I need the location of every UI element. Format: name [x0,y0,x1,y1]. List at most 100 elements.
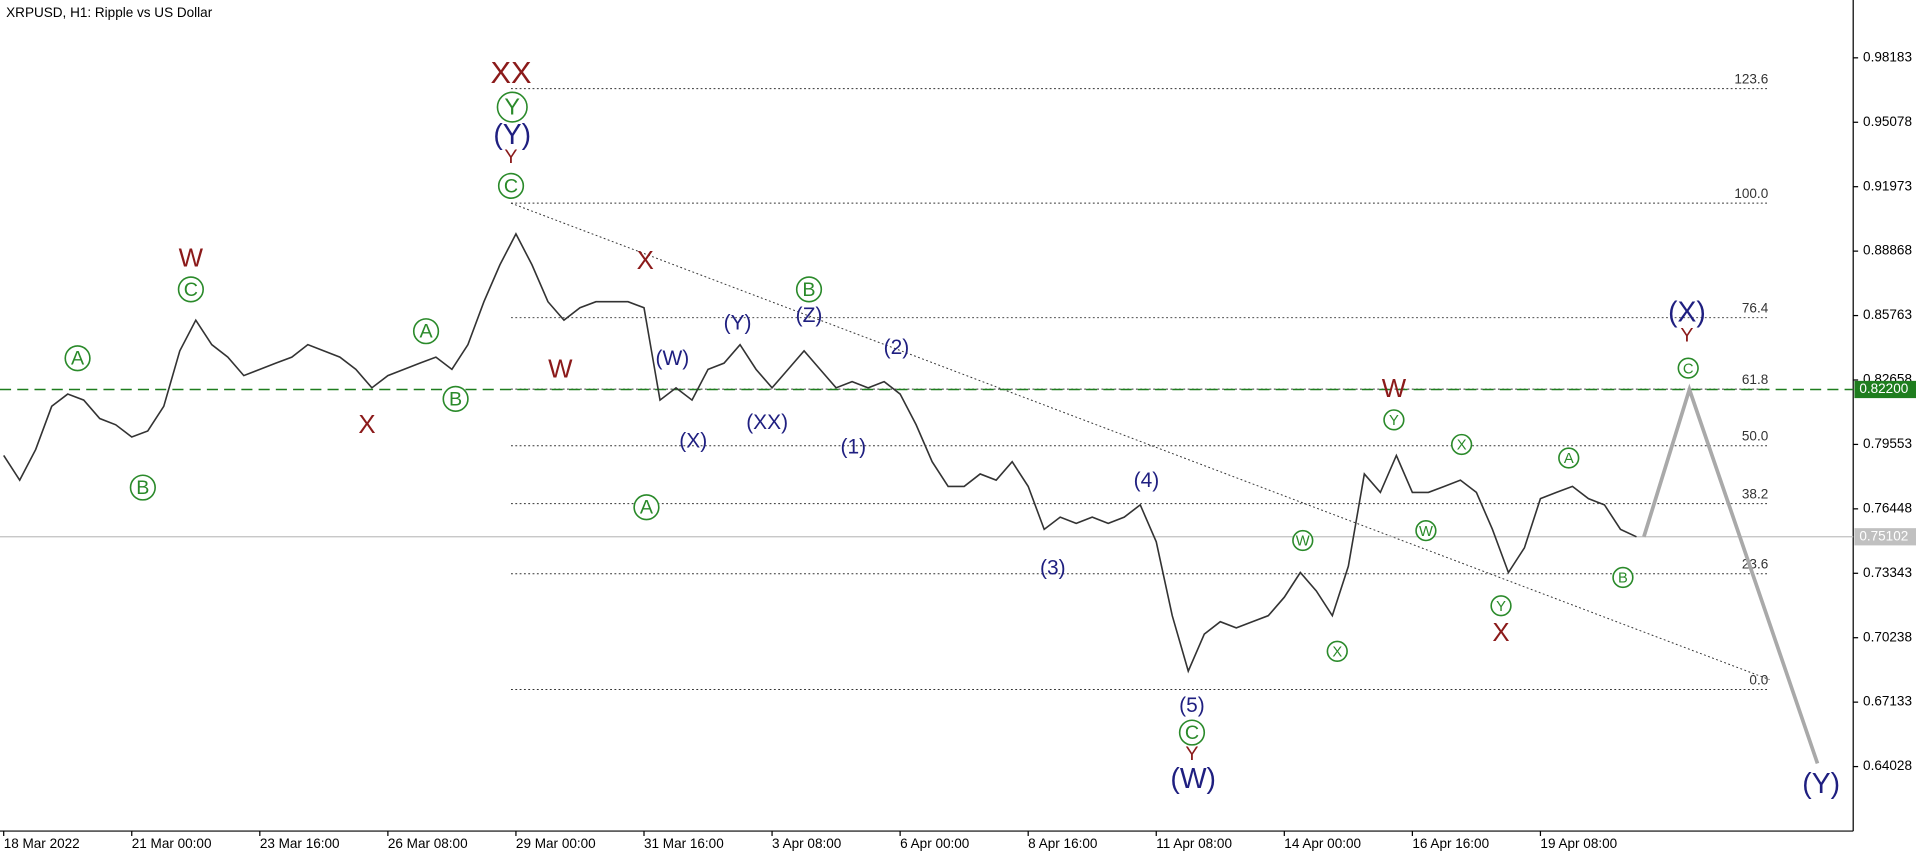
wave-label: (2) [884,336,910,359]
wave-circle [1612,566,1634,589]
fib-label: 123.6 [1734,72,1768,87]
wave-label: Y [1496,599,1506,615]
wave-circle [1558,447,1580,469]
wave-label: A [1564,451,1574,467]
y-tick-label: 0.73343 [1863,565,1912,580]
fib-label: 0.0 [1749,673,1768,688]
wave-label: A [71,348,85,370]
price-label: 0.75102 [1859,528,1908,543]
wave-label: A [419,321,433,343]
x-tick-label: 23 Mar 16:00 [260,836,340,851]
y-tick-label: 0.67133 [1863,694,1912,709]
x-tick-label: 19 Apr 08:00 [1540,836,1617,851]
wave-label: C [504,175,518,197]
wave-label: Y [1680,324,1693,346]
wave-label: W [179,245,204,273]
fib-label: 100.0 [1734,186,1768,201]
wave-label: (Y) [724,311,752,334]
fib-label: 61.8 [1742,372,1768,387]
wave-label: C [1683,361,1694,377]
wave-circle [633,494,660,521]
price-label-box [1854,380,1916,399]
wave-circle [1383,409,1405,431]
wave-circle [795,276,823,303]
wave-label: Y [504,146,517,168]
wave-label: (4) [1134,469,1160,492]
y-tick-label: 0.64028 [1863,758,1912,773]
wave-label: (3) [1040,556,1066,579]
wave-label: Y [1389,413,1399,429]
wave-label: XX [490,55,531,90]
price-line-series [3,232,1637,674]
y-tick-label: 0.91973 [1863,178,1912,193]
y-tick-label: 0.85763 [1863,307,1912,322]
y-tick-label: 0.95078 [1863,114,1912,129]
wave-circle [496,91,528,123]
x-tick-label: 21 Mar 00:00 [132,836,212,851]
y-tick-label: 0.79553 [1863,436,1912,451]
wave-label: C [1185,722,1199,744]
wave-label: B [136,477,149,499]
wave-label: A [640,497,654,519]
wave-circle [497,172,525,200]
x-tick-label: 14 Apr 00:00 [1284,836,1361,851]
wave-label: (Y) [1802,767,1840,799]
wave-circle [1677,357,1699,379]
wave-label: X [1457,438,1467,454]
wave-label: X [1332,644,1342,660]
wave-circle [1326,640,1348,662]
y-tick-label: 0.88868 [1863,243,1912,258]
wave-circle [1415,520,1437,542]
wave-label: (5) [1179,694,1205,717]
fib-label: 50.0 [1742,429,1768,444]
trendline [510,202,1770,681]
y-tick-label: 0.70238 [1863,629,1912,644]
wave-label: (Y) [493,118,531,150]
wave-label: (1) [841,436,867,459]
x-tick-label: 8 Apr 16:00 [1028,836,1097,851]
wave-label: W [1382,375,1407,403]
fib-label: 38.2 [1742,487,1768,502]
wave-label: Y [504,94,520,120]
x-tick-label: 31 Mar 16:00 [644,836,724,851]
wave-label: (Z) [796,304,823,327]
wave-circle [442,385,469,413]
y-tick-label: 0.76448 [1863,500,1912,515]
wave-label: C [184,279,198,301]
x-tick-label: 18 Mar 2022 [4,836,80,851]
wave-label: W [1419,524,1433,540]
wave-label: (X) [679,430,707,453]
price-label-box [1854,528,1916,546]
wave-label: W [1296,534,1310,550]
wave-label: X [1492,619,1509,647]
wave-circle [1292,529,1314,552]
wave-label: (X) [1668,295,1706,327]
wave-label: (XX) [746,411,788,434]
wave-circle [64,345,91,372]
wave-circle [129,474,156,501]
wave-label: B [449,388,462,410]
forecast-line [1642,383,1820,765]
fib-label: 76.4 [1742,301,1769,316]
x-tick-label: 29 Mar 00:00 [516,836,596,851]
wave-label: X [637,247,654,275]
wave-circle [1490,595,1512,617]
wave-label: B [1618,571,1628,587]
chart-title: XRPUSD, H1: Ripple vs US Dollar [6,5,213,20]
wave-label: X [358,411,375,439]
wave-circle [1178,719,1206,746]
price-label: 0.82200 [1859,381,1908,396]
wave-circle [412,318,440,345]
wave-circle [177,276,204,303]
x-tick-label: 6 Apr 00:00 [900,836,969,851]
x-tick-label: 26 Mar 08:00 [388,836,468,851]
x-tick-label: 16 Apr 16:00 [1412,836,1489,851]
y-tick-label: 0.98183 [1863,49,1912,64]
x-tick-label: 11 Apr 08:00 [1156,836,1232,851]
wave-circle [1450,433,1473,456]
wave-label: (W) [655,347,689,370]
x-tick-label: 3 Apr 08:00 [772,836,841,851]
